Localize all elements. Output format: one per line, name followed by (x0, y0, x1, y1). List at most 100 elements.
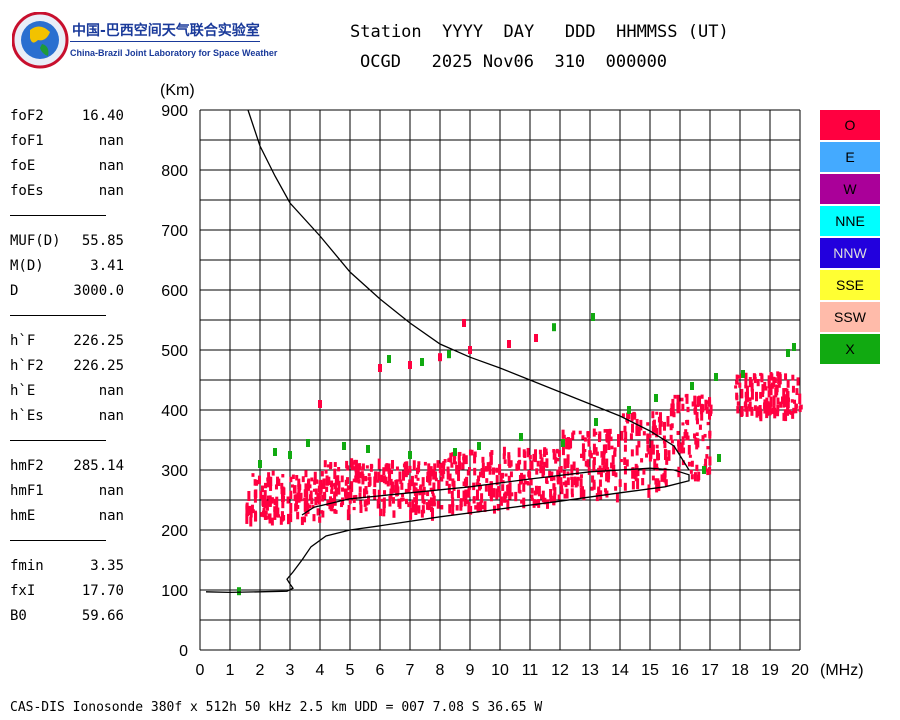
echo-mark-o (744, 384, 748, 389)
echo-mark-o (374, 471, 378, 480)
echo-mark-o (412, 460, 416, 470)
echo-mark-o (690, 460, 694, 467)
echo-mark-o (581, 443, 585, 455)
echo-mark-o (651, 426, 655, 436)
echo-mark-o (566, 471, 570, 476)
echo-mark-o (270, 517, 274, 526)
echo-mark-o (560, 488, 564, 495)
param-value: 55.85 (81, 233, 124, 249)
echo-mark-o (599, 490, 603, 500)
echo-mark-o (503, 493, 507, 503)
echo-mark-o (318, 486, 322, 496)
echo-mark-o (314, 496, 318, 505)
echo-mark-o (606, 474, 610, 483)
echo-mark-o (495, 467, 499, 473)
echo-mark-o (693, 472, 697, 482)
echo-mark-o (264, 515, 268, 520)
echo-mark-o (280, 511, 284, 519)
param-row: foF2 16.40 (10, 108, 130, 128)
echo-mark-o (334, 487, 338, 497)
echo-mark-o (618, 479, 622, 487)
echo-mark-o (634, 477, 638, 482)
echo-mark-o (695, 432, 699, 437)
y-tick-label: 900 (161, 103, 188, 120)
echo-mark-o (416, 477, 420, 481)
echo-mark-o (656, 449, 660, 461)
echo-mark-o (773, 377, 777, 384)
echo-mark-o (767, 375, 771, 384)
echo-mark-o (454, 461, 458, 465)
echo-mark-o (502, 446, 506, 456)
param-name: hmE (10, 508, 36, 524)
echo-mark-o (685, 393, 689, 404)
param-row: fxI 17.70 (10, 583, 130, 603)
echo-mark-o (522, 497, 526, 509)
echo-mark-o (414, 495, 418, 504)
x-tick-label: 16 (671, 662, 689, 679)
echo-mark-o (556, 469, 560, 478)
echo-mark-o (264, 510, 268, 515)
echo-point-x (561, 439, 565, 447)
echo-mark-o (634, 467, 638, 477)
echo-mark-o (344, 479, 348, 486)
echo-mark-o (545, 480, 549, 484)
echo-mark-o (410, 475, 414, 487)
echo-mark-o (390, 469, 394, 475)
echo-mark-o (655, 427, 659, 438)
echo-point-x (447, 350, 451, 359)
echo-mark-o (517, 483, 521, 493)
echo-mark-o (414, 503, 418, 512)
echo-mark-o (601, 458, 605, 466)
x-tick-label: 2 (256, 662, 265, 679)
param-name: fmin (10, 558, 44, 574)
echo-mark-o (467, 467, 471, 471)
echo-mark-o (431, 493, 435, 497)
echo-mark-o (735, 380, 739, 385)
echo-mark-o (651, 475, 655, 481)
echo-mark-o (517, 460, 521, 471)
echo-mark-o (506, 499, 510, 511)
echo-mark-o (613, 450, 617, 457)
echo-mark-o (449, 452, 453, 463)
echo-mark-o (658, 424, 662, 435)
x-tick-label: 3 (286, 662, 295, 679)
echo-mark-o (290, 484, 294, 488)
echo-mark-o (362, 488, 366, 499)
echo-mark-o (245, 511, 249, 517)
echo-mark-o (604, 444, 608, 454)
echo-mark-o (495, 488, 499, 500)
echo-mark-o (510, 492, 514, 497)
echo-mark-o (413, 497, 417, 503)
echo-mark-o (473, 451, 477, 458)
echo-mark-o (657, 480, 661, 492)
echo-mark-o (770, 408, 774, 414)
echo-mark-o (452, 454, 456, 465)
echo-mark-o (277, 478, 281, 487)
echo-mark-o (498, 490, 502, 498)
echo-mark-o (610, 445, 614, 450)
echo-mark-o (758, 405, 762, 410)
param-name: foEs (10, 183, 44, 199)
echo-mark-o (353, 459, 357, 465)
echo-mark-o (744, 375, 748, 386)
echo-mark-o (736, 401, 740, 406)
echo-mark-o (774, 387, 778, 398)
echo-mark-o (614, 486, 618, 491)
echo-mark-o (624, 431, 628, 440)
param-value: 59.66 (81, 608, 124, 624)
echo-mark-o (336, 475, 340, 486)
x-tick-label: 1 (226, 662, 235, 679)
echo-mark-o (477, 475, 481, 482)
echo-mark-o (254, 489, 258, 499)
echo-mark-o (310, 477, 314, 482)
echo-mark-o (358, 474, 362, 479)
echo-mark-o (651, 444, 655, 455)
echo-mark-o (329, 482, 333, 488)
echo-mark-o (333, 508, 337, 514)
echo-mark-o (779, 401, 783, 408)
echo-mark-o (487, 484, 491, 496)
echo-mark-o (561, 429, 565, 439)
echo-mark-o (570, 493, 574, 498)
echo-mark-o (566, 437, 570, 446)
echo-mark-o (522, 474, 526, 480)
